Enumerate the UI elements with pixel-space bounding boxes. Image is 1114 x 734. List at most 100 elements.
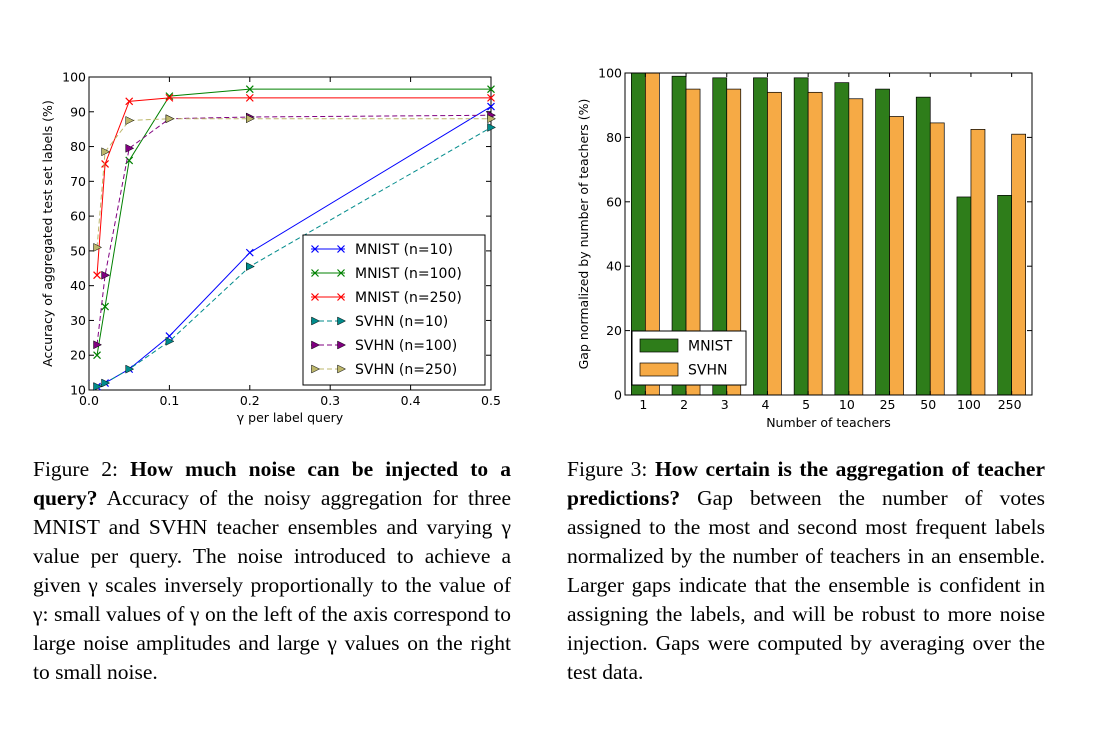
legend-marker xyxy=(337,340,347,350)
figure-3-title: How certain is the aggregation of teache… xyxy=(567,457,1045,510)
y-tick-label: 50 xyxy=(70,243,86,258)
bar-mnist xyxy=(793,77,809,396)
data-point xyxy=(487,114,497,124)
data-point xyxy=(245,85,254,94)
series-svhn-n-10 xyxy=(93,123,497,391)
data-point xyxy=(101,160,110,168)
y-tick-label: 90 xyxy=(70,104,86,119)
series-mnist-n-250 xyxy=(93,93,495,280)
data-point xyxy=(93,243,103,252)
series-svhn-n-250 xyxy=(93,114,497,252)
legend-marker xyxy=(337,269,345,277)
noise-accuracy-line-chart: 0.0 0.1 0.2 0.3 0.4 0.5 10 20 30 40 50 60 70 80 90 100 γ… xyxy=(40,70,501,426)
legend-label: MNIST xyxy=(688,339,733,355)
legend-marker xyxy=(311,269,319,277)
legend-label: SVHN (n=10) xyxy=(355,314,448,330)
data-point xyxy=(101,270,111,280)
x-axis-label: γ per label query xyxy=(237,410,344,425)
y-tick-label: 80 xyxy=(70,139,86,154)
bar-mnist xyxy=(997,195,1012,396)
figure-2-caption: Figure 2: How much noise can be injected… xyxy=(33,455,511,687)
bar-mnist xyxy=(875,88,890,396)
series-line xyxy=(96,88,491,356)
legend-marker xyxy=(337,364,347,374)
figure-2-label: Figure 2: xyxy=(33,457,131,481)
legend: MNIST (n=10) MNIST (n=100) MNIST (n=250) SV… xyxy=(302,234,486,386)
data-point xyxy=(165,336,175,346)
data-point xyxy=(101,147,111,157)
legend: MNIST SVHN xyxy=(631,330,747,386)
figure-3-caption: Figure 3: How certain is the aggregation… xyxy=(567,455,1045,687)
legend-frame xyxy=(302,234,486,386)
legend-label: SVHN (n=250) xyxy=(355,362,457,378)
series-line xyxy=(96,126,492,387)
legend-label: SVHN (n=100) xyxy=(355,338,457,354)
bar-mnist xyxy=(834,82,850,396)
x-tick-label: 3 xyxy=(721,397,729,412)
legend-label: SVHN xyxy=(688,363,727,379)
bar-mnist xyxy=(956,196,972,396)
y-tick-label: 40 xyxy=(70,278,86,293)
y-tick-label: 60 xyxy=(70,209,86,224)
data-point xyxy=(93,351,101,360)
legend-label: MNIST (n=10) xyxy=(355,242,453,258)
legend-swatch xyxy=(639,338,679,353)
figure-3-label: Figure 3: xyxy=(567,457,655,481)
y-tick-label: 60 xyxy=(606,194,622,209)
x-tick-label: 250 xyxy=(998,397,1022,412)
x-tick-label: 5 xyxy=(802,397,810,412)
data-point xyxy=(101,378,111,388)
y-tick-label: 70 xyxy=(70,174,86,189)
y-tick-label: 100 xyxy=(62,70,86,85)
bar-mnist xyxy=(915,96,931,396)
data-point xyxy=(165,93,174,102)
x-tick-label: 1 xyxy=(639,397,647,412)
data-point xyxy=(125,97,134,106)
x-tick-label: 0.1 xyxy=(159,393,179,408)
data-point xyxy=(487,102,495,111)
series-line xyxy=(96,97,491,276)
x-tick-label: 10 xyxy=(839,397,855,412)
bar-mnist xyxy=(753,77,768,396)
legend-marker xyxy=(311,340,321,350)
x-tick-label: 50 xyxy=(920,397,936,412)
x-tick-label: 0.0 xyxy=(79,393,99,408)
data-point xyxy=(246,114,255,124)
figure-3-body: Gap between the number of votes assigned… xyxy=(567,486,1045,684)
data-point xyxy=(487,123,497,132)
legend-marker xyxy=(311,245,319,253)
y-tick-label: 40 xyxy=(606,259,622,274)
series-line xyxy=(96,118,491,248)
x-tick-label: 0.2 xyxy=(240,393,260,408)
data-point xyxy=(246,262,255,271)
y-tick-label: 30 xyxy=(70,313,86,328)
plot-frame xyxy=(624,72,1033,396)
data-point xyxy=(487,85,495,94)
legend-marker xyxy=(311,293,319,301)
legend-label: MNIST (n=100) xyxy=(355,266,462,282)
x-tick-label: 0.5 xyxy=(481,393,501,408)
data-point xyxy=(93,382,103,391)
figure-2-title: How much noise can be injected to a quer… xyxy=(33,457,512,510)
bar-svhn xyxy=(848,98,864,396)
data-point xyxy=(245,248,254,257)
legend-swatch xyxy=(639,362,679,377)
y-axis-label: Accuracy of aggregated test set labels (… xyxy=(40,100,55,367)
data-point xyxy=(125,364,135,374)
x-tick-label: 2 xyxy=(680,397,688,412)
legend-marker xyxy=(311,364,321,374)
data-point xyxy=(93,340,103,350)
x-tick-label: 0.3 xyxy=(320,393,340,408)
teacher-gap-bar-chart: 1 2 3 4 5 10 25 50 100 250 0 20 40 60 80 100 Number of t… xyxy=(576,66,1033,430)
legend-marker xyxy=(337,245,345,253)
y-tick-label: 100 xyxy=(598,66,622,81)
legend-marker xyxy=(337,293,345,301)
data-point xyxy=(93,271,101,280)
y-axis-label: Gap normalized by number of teachers (%) xyxy=(576,99,591,370)
legend-marker xyxy=(311,316,321,326)
data-point xyxy=(125,116,135,125)
bar-svhn xyxy=(970,129,986,396)
y-tick-label: 80 xyxy=(606,130,622,145)
y-tick-label: 0 xyxy=(614,388,622,403)
x-tick-label: 0.4 xyxy=(401,393,421,408)
